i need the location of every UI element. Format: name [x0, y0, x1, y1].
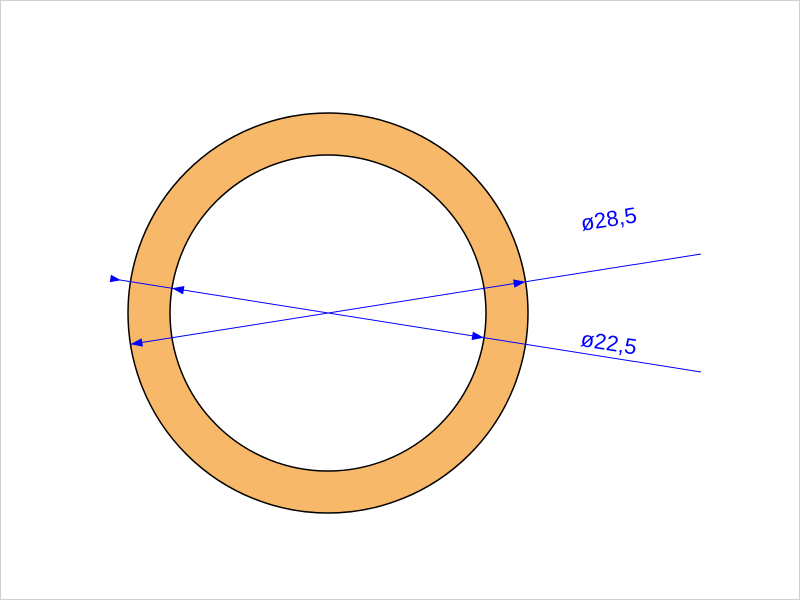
arrowhead-inner-tail [110, 275, 121, 282]
diagram-stage: ø28,5 ø22,5 [0, 0, 800, 600]
diagram-svg [1, 1, 800, 600]
